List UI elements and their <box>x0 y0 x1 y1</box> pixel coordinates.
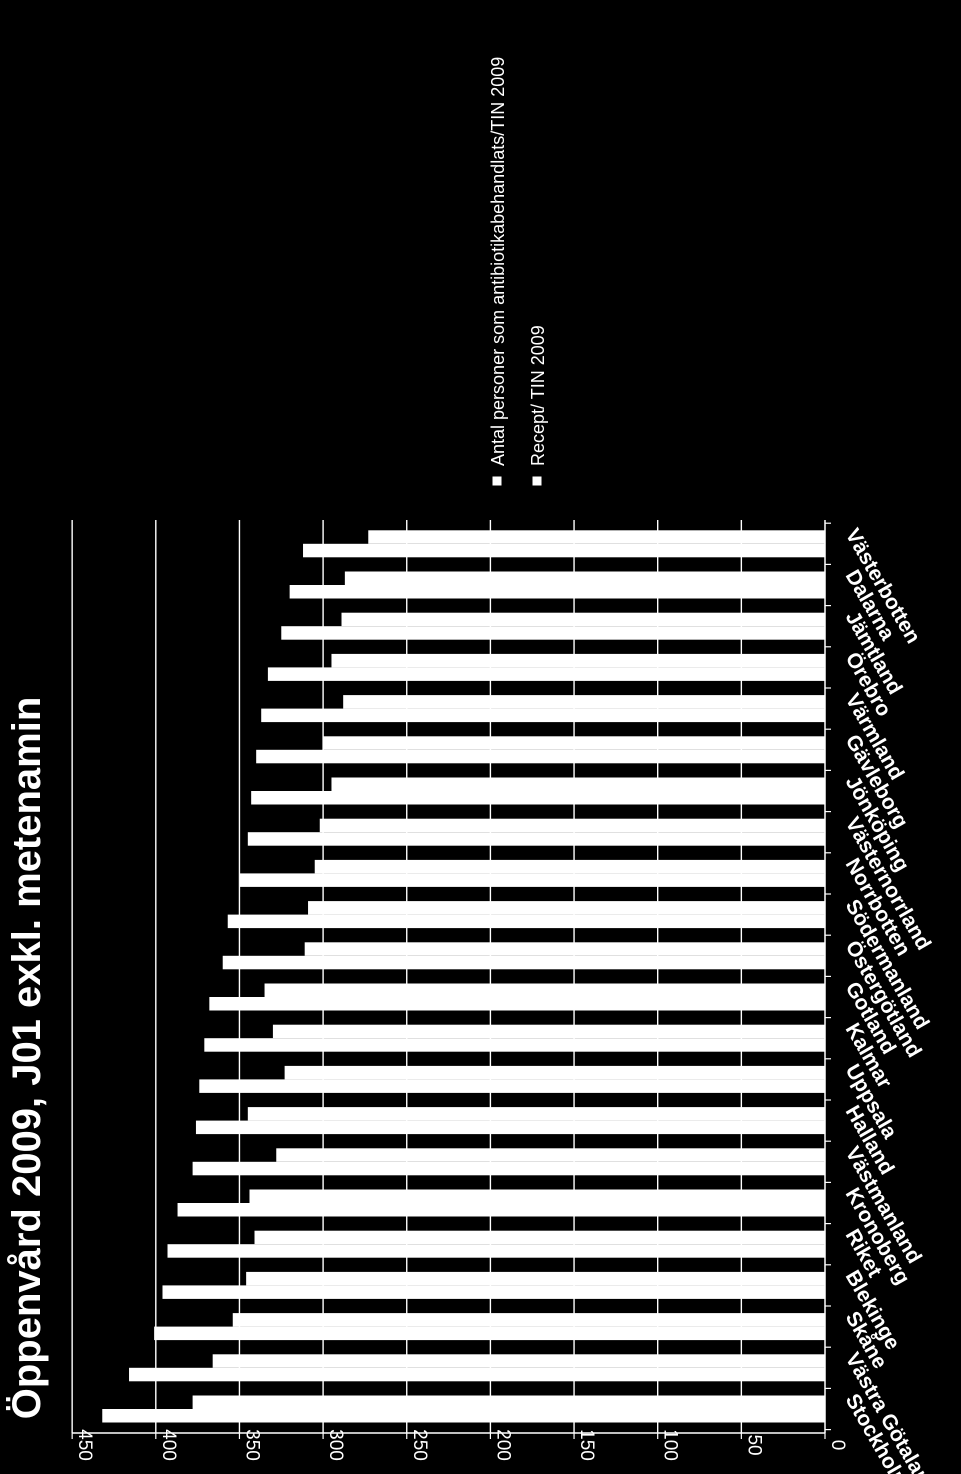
bar-recept <box>192 1161 825 1176</box>
bar-recept <box>239 873 825 887</box>
bar-recept <box>251 791 825 805</box>
bar-antal-personer <box>368 530 825 544</box>
y-tick-label: 300 <box>325 1429 346 1461</box>
bar-antal-personer <box>304 942 825 956</box>
bar-recept <box>267 667 825 681</box>
bar-recept <box>162 1285 825 1299</box>
bar-antal-personer <box>264 983 825 997</box>
bar-antal-personer <box>276 1148 826 1162</box>
y-tick-label: 200 <box>492 1429 513 1461</box>
bar-recept <box>281 626 825 640</box>
bar-antal-personer <box>212 1354 825 1368</box>
y-tick-label: 400 <box>158 1429 179 1461</box>
bar-antal-personer <box>272 1024 825 1039</box>
bar-antal-personer <box>249 1189 825 1203</box>
bar-recept <box>289 585 825 599</box>
legend-label: Recept/ TIN 2009 <box>528 325 548 466</box>
bar-antal-personer <box>284 1065 826 1080</box>
bar-recept <box>102 1409 826 1423</box>
bar-recept <box>227 914 825 929</box>
bar-antal-personer <box>344 571 825 585</box>
bar-antal-personer <box>319 818 825 833</box>
bar-antal-personer <box>323 736 825 750</box>
bar-recept <box>261 708 826 723</box>
bar-antal-personer <box>192 1395 825 1409</box>
bar-recept <box>129 1367 826 1382</box>
bar-antal-personer <box>343 695 825 709</box>
bar-recept <box>154 1326 825 1341</box>
legend-swatch <box>491 475 503 487</box>
bar-antal-personer <box>232 1313 825 1327</box>
chart-title: Öppenvård 2009, J01 exkl. metenamin <box>4 697 49 1420</box>
bar-recept <box>256 749 825 764</box>
y-tick-label: 150 <box>576 1429 597 1461</box>
bar-antal-personer <box>246 1271 826 1286</box>
y-tick-label: 0 <box>827 1440 848 1451</box>
bar-recept <box>222 955 826 970</box>
y-tick-label: 250 <box>409 1429 430 1461</box>
bar-antal-personer <box>341 612 825 627</box>
bar-antal-personer <box>247 1107 825 1121</box>
bar-recept <box>195 1120 825 1135</box>
bar-recept <box>247 832 825 846</box>
bar-recept <box>167 1244 826 1258</box>
bar-recept <box>303 543 825 558</box>
bar-recept <box>204 1038 825 1052</box>
legend-label: Antal personer som antibiotikabehandlats… <box>488 57 508 466</box>
bar-antal-personer <box>314 859 825 874</box>
bar-antal-personer <box>308 901 826 915</box>
legend-swatch <box>531 475 543 487</box>
y-tick-label: 450 <box>74 1429 95 1461</box>
y-tick-label: 50 <box>743 1434 764 1455</box>
bar-antal-personer <box>331 653 825 668</box>
bar-recept <box>199 1079 826 1093</box>
y-tick-label: 350 <box>241 1429 262 1461</box>
bar-recept <box>177 1203 825 1217</box>
y-tick-label: 100 <box>660 1429 681 1461</box>
bar-recept <box>209 997 825 1011</box>
bar-antal-personer <box>254 1230 825 1245</box>
bar-antal-personer <box>331 777 825 791</box>
